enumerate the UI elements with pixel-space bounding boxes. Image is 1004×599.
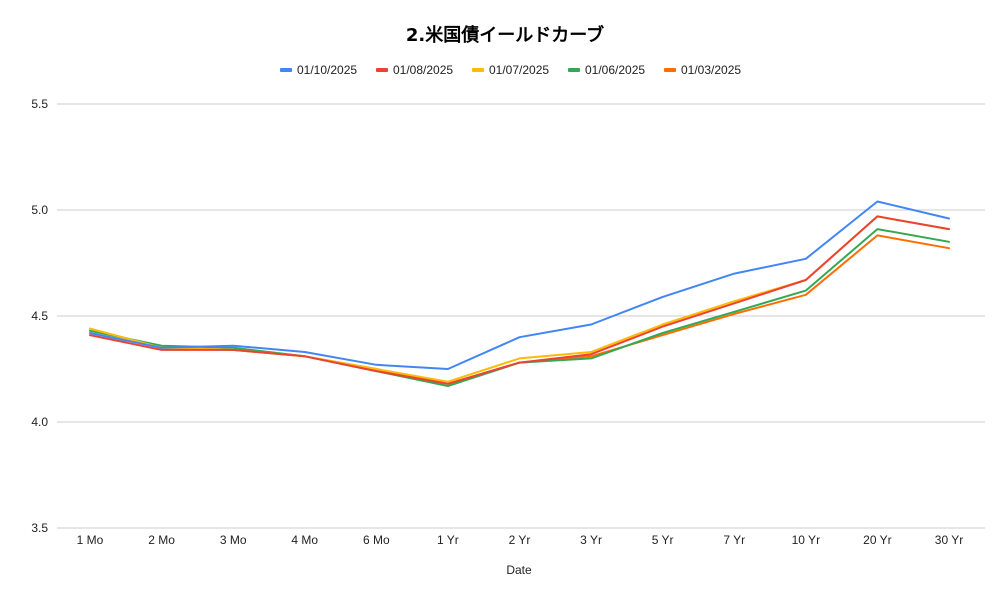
chart-legend: 01/10/2025 01/08/2025 01/07/2025 01/06/2025… [280,63,741,77]
legend-label: 01/06/2025 [585,63,645,77]
series-line [89,215,950,383]
legend-label: 01/03/2025 [681,63,741,77]
y-tick-label: 3.5 [31,521,48,535]
x-tick-label: 5 Yr [652,533,674,547]
x-tick-label: 2 Mo [148,533,175,547]
x-axis: 1 Mo 2 Mo 3 Mo 4 Mo 6 Mo 1 Yr 2 Yr 3 Yr 5 Yr 7 Yr… [77,533,964,547]
x-tick-label: 1 Yr [437,533,459,547]
x-tick-label: 3 Mo [220,533,247,547]
legend-label: 01/08/2025 [393,63,453,77]
x-tick-label: 4 Mo [291,533,318,547]
legend-swatch [664,68,676,72]
x-tick-label: 10 Yr [792,533,820,547]
x-tick-label: 3 Yr [580,533,602,547]
chart-series [89,200,950,387]
x-axis-label: Date [506,563,532,577]
y-tick-label: 4.0 [31,415,48,429]
legend-label: 01/10/2025 [297,63,357,77]
y-tick-label: 5.5 [31,97,48,111]
legend-swatch [376,68,388,72]
x-tick-label: 2 Yr [509,533,531,547]
y-axis: 3.5 4.0 4.5 5.0 5.5 [31,97,48,535]
legend-item: 01/06/2025 [568,63,645,77]
legend-swatch [280,68,292,72]
legend-item: 01/10/2025 [280,63,357,77]
series-line [89,234,950,385]
chart-title: 2.米国債イールドカーブ [406,24,604,46]
legend-swatch [568,68,580,72]
x-tick-label: 30 Yr [935,533,963,547]
x-tick-label: 20 Yr [863,533,891,547]
series-line [89,200,950,370]
series-line [89,215,950,385]
legend-item: 01/07/2025 [472,63,549,77]
x-tick-label: 1 Mo [77,533,104,547]
y-tick-label: 4.5 [31,309,48,323]
y-tick-label: 5.0 [31,203,48,217]
legend-label: 01/07/2025 [489,63,549,77]
legend-item: 01/03/2025 [664,63,741,77]
legend-item: 01/08/2025 [376,63,453,77]
chart-grid [57,103,985,529]
x-tick-label: 6 Mo [363,533,390,547]
x-tick-label: 7 Yr [723,533,745,547]
legend-swatch [472,68,484,72]
